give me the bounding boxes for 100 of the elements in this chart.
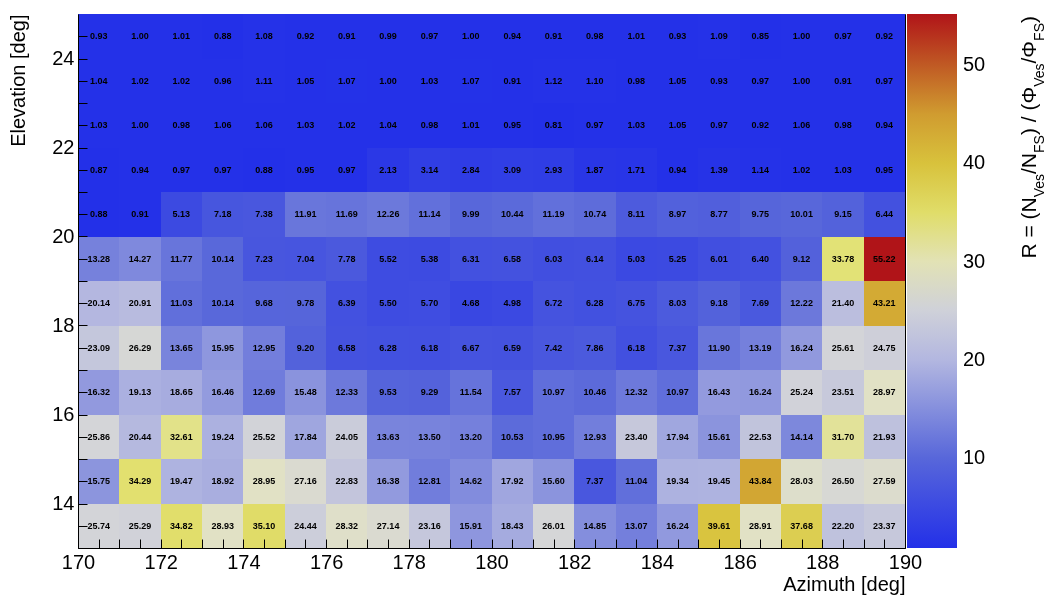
data-label: 20.44 bbox=[128, 431, 152, 442]
x-tick-label: 178 bbox=[392, 550, 426, 573]
data-label: 6.40 bbox=[751, 253, 770, 264]
data-label: 14.62 bbox=[459, 476, 483, 487]
data-label: 0.88 bbox=[213, 31, 232, 42]
data-label: 0.91 bbox=[503, 75, 521, 86]
data-label: 0.97 bbox=[213, 164, 232, 175]
data-label: 8.77 bbox=[710, 209, 728, 220]
data-label: 7.37 bbox=[586, 476, 604, 487]
data-label: 6.03 bbox=[544, 253, 563, 264]
data-label: 1.03 bbox=[89, 120, 108, 131]
data-label: 23.09 bbox=[87, 342, 110, 353]
color-bar-label: 40 bbox=[963, 151, 986, 174]
data-label: 11.91 bbox=[294, 209, 317, 220]
data-label: 6.58 bbox=[338, 342, 356, 353]
data-label: 34.82 bbox=[170, 520, 193, 531]
data-label: 15.61 bbox=[707, 431, 731, 442]
data-label: 6.14 bbox=[586, 253, 604, 264]
data-label: 0.95 bbox=[503, 120, 521, 131]
data-label: 6.31 bbox=[462, 253, 480, 264]
data-label: 1.01 bbox=[627, 31, 645, 42]
data-label: 1.10 bbox=[586, 75, 604, 86]
data-label: 7.86 bbox=[586, 342, 604, 353]
data-label: 19.24 bbox=[211, 431, 234, 442]
data-label: 25.24 bbox=[790, 387, 813, 398]
data-label: 28.32 bbox=[335, 520, 359, 531]
data-label: 26.29 bbox=[128, 342, 152, 353]
x-tick-label: 170 bbox=[61, 550, 96, 573]
data-label: 19.47 bbox=[170, 476, 193, 487]
data-label: 3.09 bbox=[503, 164, 521, 175]
data-label: 5.03 bbox=[627, 253, 645, 264]
x-tick-label: 172 bbox=[144, 550, 178, 573]
data-label: 1.01 bbox=[462, 120, 480, 131]
data-label: 1.01 bbox=[172, 31, 191, 42]
data-label: 5.50 bbox=[379, 298, 397, 309]
data-label: 1.07 bbox=[462, 75, 480, 86]
data-label: 0.92 bbox=[296, 31, 315, 42]
data-label: 0.91 bbox=[338, 31, 356, 42]
data-label: 10.14 bbox=[211, 253, 234, 264]
data-label: 12.69 bbox=[252, 387, 276, 398]
data-label: 12.26 bbox=[376, 209, 400, 220]
data-label: 27.16 bbox=[294, 476, 317, 487]
data-label: 10.95 bbox=[542, 431, 565, 442]
data-label: 1.05 bbox=[668, 75, 687, 86]
data-label: 1.02 bbox=[131, 75, 149, 86]
data-label: 4.98 bbox=[503, 298, 521, 309]
data-label: 1.06 bbox=[792, 120, 811, 131]
data-label: 7.23 bbox=[255, 253, 273, 264]
data-label: 10.97 bbox=[666, 387, 689, 398]
data-label: 19.45 bbox=[707, 476, 731, 487]
data-label: 0.98 bbox=[834, 120, 852, 131]
data-label: 0.97 bbox=[751, 75, 770, 86]
data-label: 33.78 bbox=[831, 253, 855, 264]
data-label: 26.50 bbox=[831, 476, 855, 487]
data-label: 1.03 bbox=[834, 164, 852, 175]
data-label: 0.97 bbox=[338, 164, 356, 175]
data-label: 9.53 bbox=[379, 387, 397, 398]
data-label: 7.69 bbox=[751, 298, 770, 309]
data-label: 17.84 bbox=[294, 431, 317, 442]
data-label: 6.18 bbox=[420, 342, 439, 353]
data-label: 1.00 bbox=[462, 31, 480, 42]
data-label: 19.34 bbox=[666, 476, 689, 487]
data-label: 20.14 bbox=[87, 298, 110, 309]
data-label: 7.38 bbox=[255, 209, 273, 220]
data-label: 15.95 bbox=[211, 342, 234, 353]
data-label: 0.88 bbox=[255, 164, 273, 175]
data-label: 24.75 bbox=[873, 342, 896, 353]
data-label: 9.12 bbox=[792, 253, 811, 264]
data-label: 43.84 bbox=[749, 476, 772, 487]
data-label: 1.02 bbox=[172, 75, 191, 86]
data-label: 28.91 bbox=[749, 520, 772, 531]
data-label: 0.97 bbox=[586, 120, 604, 131]
data-label: 23.37 bbox=[873, 520, 896, 531]
x-tick-label: 186 bbox=[723, 550, 757, 573]
data-label: 0.98 bbox=[586, 31, 604, 42]
data-label: 7.42 bbox=[544, 342, 563, 353]
data-label: 1.06 bbox=[255, 120, 273, 131]
data-label: 6.39 bbox=[338, 298, 356, 309]
data-label: 0.88 bbox=[89, 209, 108, 220]
data-label: 10.74 bbox=[583, 209, 607, 220]
data-label: 13.07 bbox=[624, 520, 648, 531]
data-label: 13.63 bbox=[376, 431, 400, 442]
data-label: 0.99 bbox=[379, 31, 397, 42]
data-label: 13.20 bbox=[459, 431, 483, 442]
data-label: 0.94 bbox=[131, 164, 149, 175]
data-label: 1.39 bbox=[710, 164, 728, 175]
data-label: 6.58 bbox=[503, 253, 521, 264]
data-label: 10.46 bbox=[583, 387, 607, 398]
data-label: 14.14 bbox=[790, 431, 813, 442]
data-label: 10.44 bbox=[500, 209, 524, 220]
data-label: 7.78 bbox=[338, 253, 356, 264]
data-label: 8.03 bbox=[668, 298, 687, 309]
data-label: 9.75 bbox=[751, 209, 770, 220]
y-tick-label: 20 bbox=[52, 225, 75, 247]
data-label: 1.03 bbox=[296, 120, 315, 131]
data-label: 16.43 bbox=[707, 387, 731, 398]
data-label: 0.93 bbox=[668, 31, 687, 42]
data-label: 21.40 bbox=[831, 298, 855, 309]
data-label: 0.91 bbox=[834, 75, 852, 86]
color-bar-label: 30 bbox=[963, 249, 986, 272]
